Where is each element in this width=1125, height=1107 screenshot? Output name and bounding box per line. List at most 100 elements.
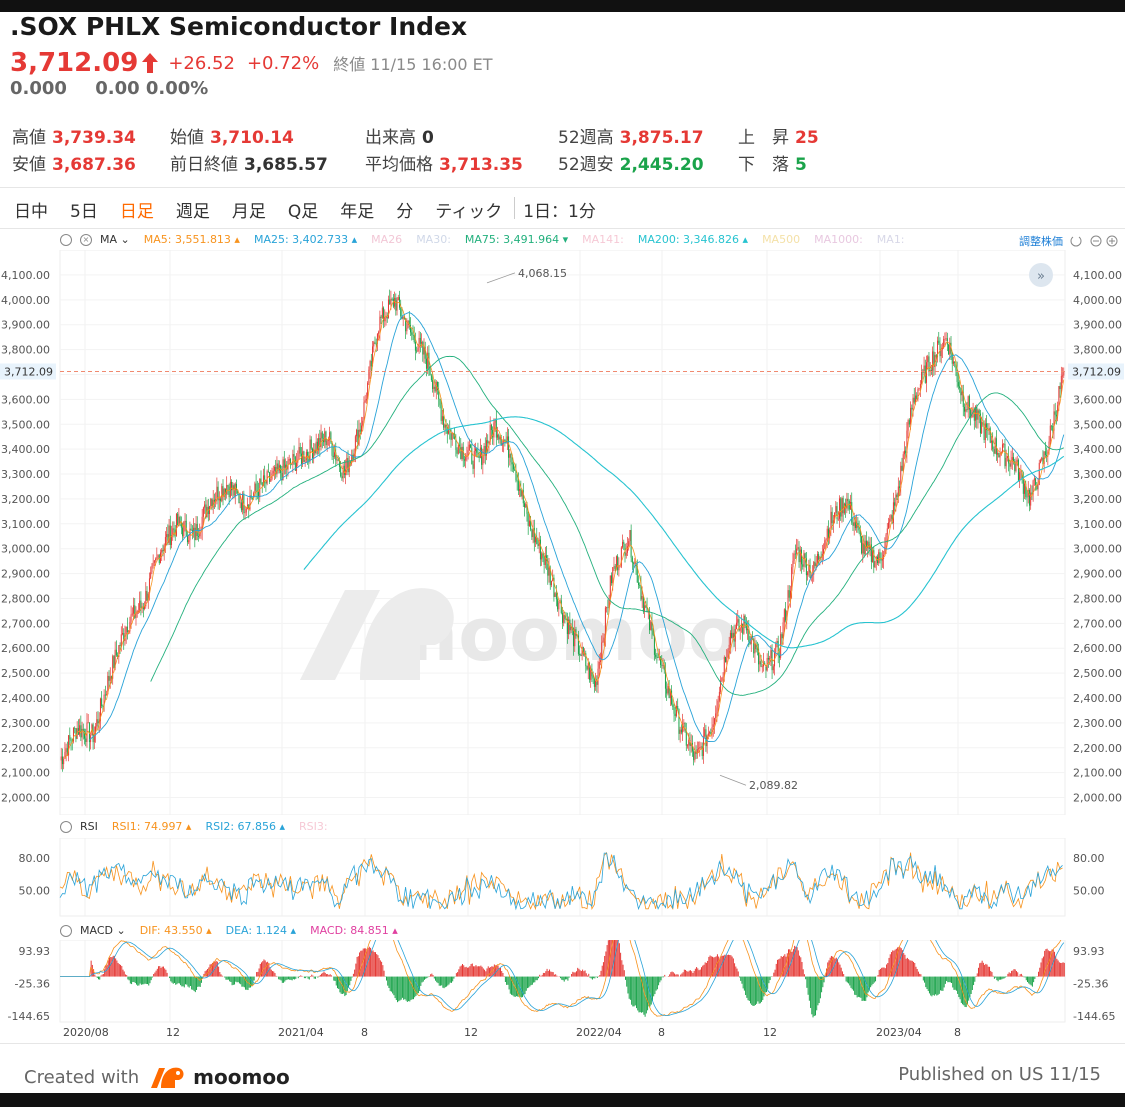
candle-body xyxy=(825,539,827,541)
candle-body xyxy=(620,547,622,567)
candle-body xyxy=(197,536,199,537)
macd-bar xyxy=(492,966,494,977)
macd-chart[interactable]: 93.9393.93-25.36-25.36-144.65-144.65⤢202… xyxy=(0,940,1125,1040)
macd-bar xyxy=(488,967,490,977)
candle-body xyxy=(618,566,620,571)
macd-bar xyxy=(300,975,302,977)
undo-icon[interactable] xyxy=(1070,236,1082,247)
ma-line xyxy=(150,355,1064,696)
macd-bar xyxy=(285,976,287,981)
adjust-price-link[interactable]: 調整株価 xyxy=(1019,235,1063,248)
candle-body xyxy=(514,469,516,471)
macd-bar xyxy=(694,968,696,977)
candle-body xyxy=(215,498,217,502)
visibility-icon[interactable]: × xyxy=(80,233,92,246)
candle-body xyxy=(767,657,769,660)
candle-body xyxy=(367,382,369,399)
macd-bar xyxy=(539,974,541,977)
macd-bar xyxy=(817,976,819,1006)
macd-bar xyxy=(629,976,631,1000)
candle-body xyxy=(896,494,898,498)
candle-body xyxy=(1037,484,1039,490)
zoom-out-icon[interactable] xyxy=(1090,235,1102,247)
price-chart[interactable]: 2,000.00 2,000.002,100.00 2,100.002,200.00… xyxy=(0,250,1125,815)
macd-bar xyxy=(340,976,342,994)
candle-body xyxy=(646,607,648,613)
candle-body xyxy=(405,318,407,332)
candle-body xyxy=(61,756,63,765)
macd-bar xyxy=(1045,949,1047,977)
macd-bar xyxy=(473,966,475,977)
candle-body xyxy=(482,455,484,465)
macd-bar xyxy=(1051,949,1053,977)
zoom-in-icon[interactable] xyxy=(1106,235,1118,247)
tab-quarterly[interactable]: Q足 xyxy=(287,202,319,222)
tab-separator xyxy=(514,197,516,219)
macd-bar xyxy=(931,976,933,997)
candle-body xyxy=(152,562,154,566)
macd-bar xyxy=(851,976,853,990)
candle-body xyxy=(952,361,954,364)
candle-body xyxy=(304,460,306,462)
candle-body xyxy=(155,558,157,561)
candle-body xyxy=(527,513,529,526)
candle-body xyxy=(728,644,730,650)
macd-bar xyxy=(663,976,664,978)
macd-bar xyxy=(936,976,938,996)
macd-bar xyxy=(681,973,683,977)
candle-body xyxy=(637,582,639,585)
candle-body xyxy=(792,560,794,568)
tab-daily[interactable]: 日足 xyxy=(119,202,154,222)
macd-bar xyxy=(392,976,394,994)
rsi-name[interactable]: RSI xyxy=(80,820,98,833)
candle-body xyxy=(283,459,285,468)
interval-selector[interactable]: 1日：1分 xyxy=(523,202,596,222)
tab-tick[interactable]: ティック xyxy=(435,202,503,222)
candle-body xyxy=(905,450,907,454)
ma-name[interactable]: MA ⌄ xyxy=(100,233,130,246)
candle-body xyxy=(666,688,668,694)
settings-icon[interactable] xyxy=(60,820,72,833)
macd-bar xyxy=(366,949,368,977)
macd-bar xyxy=(182,976,184,987)
tab-intraday[interactable]: 日中 xyxy=(14,202,48,222)
settings-icon[interactable] xyxy=(60,233,72,246)
candle-body xyxy=(436,381,438,391)
candle-body xyxy=(285,464,287,468)
candle-body xyxy=(438,390,440,400)
tab-yearly[interactable]: 年足 xyxy=(340,202,375,222)
tab-5day[interactable]: 5日 xyxy=(70,202,98,222)
macd-name[interactable]: MACD ⌄ xyxy=(80,924,126,937)
macd-bar xyxy=(735,966,737,977)
macd-bar xyxy=(871,976,873,986)
macd-bar xyxy=(584,970,586,977)
tab-weekly[interactable]: 週足 xyxy=(175,202,210,222)
macd-bar xyxy=(533,976,535,983)
candle-body xyxy=(164,537,166,546)
candle-body xyxy=(1038,462,1040,485)
candle-body xyxy=(222,486,224,498)
extended-price: 0.000 xyxy=(10,78,67,99)
macd-bar xyxy=(578,968,580,977)
candle-body xyxy=(298,447,300,460)
tab-monthly[interactable]: 月足 xyxy=(231,202,266,222)
macd-bar xyxy=(435,976,437,981)
macd-bar xyxy=(767,976,769,989)
candle-body xyxy=(1055,414,1057,417)
macd-bar xyxy=(424,976,426,980)
candle-body xyxy=(97,719,99,724)
macd-bar xyxy=(656,976,658,990)
macd-bar xyxy=(582,969,584,977)
macd-bar xyxy=(518,976,520,997)
macd-bar xyxy=(605,951,607,977)
candle-body xyxy=(1054,411,1056,415)
candle-body xyxy=(597,668,599,685)
candle-body xyxy=(856,522,858,529)
candle-body xyxy=(964,406,965,412)
tab-minute[interactable]: 分 xyxy=(396,202,414,222)
settings-icon[interactable] xyxy=(60,924,72,937)
macd-bar xyxy=(704,962,706,977)
candle-body xyxy=(558,602,560,610)
y-tick-label: 3,000.00 xyxy=(1,543,50,556)
